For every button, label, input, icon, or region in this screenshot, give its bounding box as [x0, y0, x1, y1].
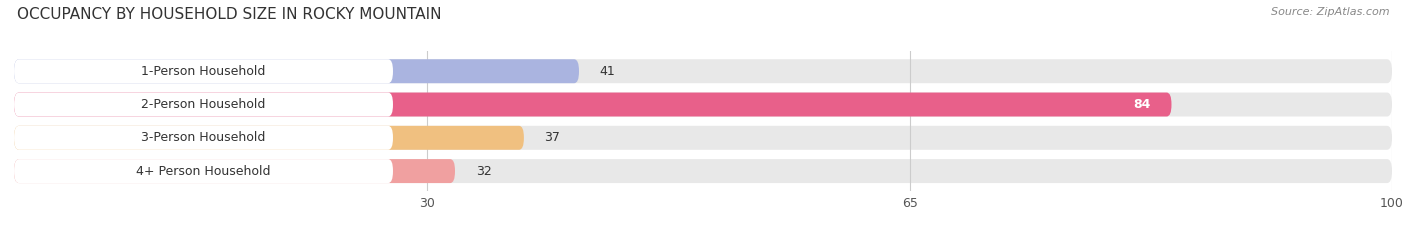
Text: 37: 37	[544, 131, 561, 144]
FancyBboxPatch shape	[14, 59, 394, 83]
FancyBboxPatch shape	[14, 59, 1392, 83]
FancyBboxPatch shape	[14, 159, 394, 183]
FancyBboxPatch shape	[14, 159, 394, 183]
FancyBboxPatch shape	[14, 126, 394, 150]
Text: 84: 84	[1133, 98, 1152, 111]
FancyBboxPatch shape	[14, 59, 579, 83]
Text: Source: ZipAtlas.com: Source: ZipAtlas.com	[1271, 7, 1389, 17]
Text: OCCUPANCY BY HOUSEHOLD SIZE IN ROCKY MOUNTAIN: OCCUPANCY BY HOUSEHOLD SIZE IN ROCKY MOU…	[17, 7, 441, 22]
Text: 2-Person Household: 2-Person Household	[142, 98, 266, 111]
Text: 4+ Person Household: 4+ Person Household	[136, 164, 271, 178]
FancyBboxPatch shape	[14, 126, 1392, 150]
Text: 32: 32	[475, 164, 492, 178]
FancyBboxPatch shape	[14, 126, 524, 150]
FancyBboxPatch shape	[14, 93, 1392, 116]
FancyBboxPatch shape	[14, 93, 1171, 116]
FancyBboxPatch shape	[14, 159, 456, 183]
Text: 1-Person Household: 1-Person Household	[142, 65, 266, 78]
FancyBboxPatch shape	[14, 59, 394, 83]
Text: 3-Person Household: 3-Person Household	[142, 131, 266, 144]
FancyBboxPatch shape	[14, 93, 394, 116]
FancyBboxPatch shape	[14, 159, 1392, 183]
Text: 41: 41	[599, 65, 616, 78]
FancyBboxPatch shape	[14, 93, 394, 116]
FancyBboxPatch shape	[14, 126, 394, 150]
